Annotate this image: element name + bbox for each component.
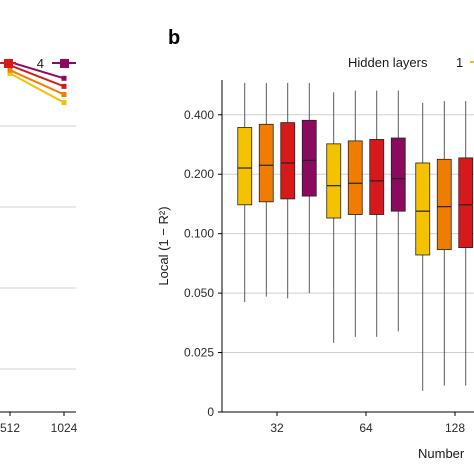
box-body <box>369 139 385 215</box>
panel-a-series-line-1 <box>9 72 65 104</box>
panel-b-x-tick-label: 128 <box>445 421 465 435</box>
panel-a-x-tick-label: 1024 <box>51 421 78 435</box>
panel-b-boxes <box>237 82 474 391</box>
panel-a-legend: 4 <box>0 56 76 71</box>
box-body <box>458 157 474 249</box>
box-32-3 <box>280 82 296 299</box>
panel-b-x-tick-label: 32 <box>270 421 284 435</box>
panel-b-y-axis-title: Local (1 − R²) <box>156 206 171 285</box>
panel-a-point-2 <box>61 91 67 97</box>
box-32-1 <box>237 82 253 303</box>
box-64-4 <box>390 90 406 332</box>
panel-b-x-ticks: 32 64 128 <box>270 412 465 435</box>
panel-b-x-tick-label: 64 <box>359 421 373 435</box>
panel-b-legend: Hidden layers 1 <box>348 55 474 70</box>
box-body <box>415 162 431 256</box>
panel-b-y-tick-label: 0.400 <box>184 108 214 122</box>
box-32-2 <box>258 82 274 297</box>
box-body <box>301 119 317 197</box>
panel-a-point-4 <box>61 75 67 81</box>
panel-b-y-ticks: 0 0.025 0.050 0.100 0.200 0.400 <box>184 108 222 419</box>
box-128-2 <box>436 100 452 386</box>
panel-b-x-axis-title: Number <box>418 446 465 461</box>
panel-a-x-ticks: 512 1024 <box>0 412 78 435</box>
box-body <box>390 137 406 212</box>
panel-a-point-3 <box>61 83 67 89</box>
panel-b-y-tick-label: 0.200 <box>184 167 214 181</box>
legend-swatch-4 <box>60 59 69 68</box>
box-32-4 <box>301 82 317 294</box>
box-64-3 <box>369 90 385 337</box>
panel-b-y-tick-label: 0.100 <box>184 227 214 241</box>
panel-b-label: b <box>168 27 180 49</box>
box-body <box>280 122 296 200</box>
box-body <box>258 123 274 203</box>
panel-b-y-tick-label: 0 <box>207 405 214 419</box>
panel-a-series-line-3 <box>9 64 65 88</box>
panel-a-series-line-2 <box>9 69 65 96</box>
legend-title: Hidden layers <box>348 55 428 70</box>
panel-b-y-tick-label: 0.025 <box>184 346 214 360</box>
box-128-3 <box>458 100 474 386</box>
box-128-1 <box>415 102 431 391</box>
box-body <box>326 143 342 219</box>
panel-a-gridlines <box>0 125 76 370</box>
panel-a: 512 1024 4 <box>0 56 78 435</box>
panel-a-x-tick-label: 512 <box>0 421 20 435</box>
panel-a-point-1 <box>7 70 13 76</box>
legend-swatch-3 <box>4 59 13 68</box>
legend-label-1: 1 <box>456 55 463 70</box>
box-body <box>237 127 253 206</box>
panel-b: b Hidden layers 1 00.0250.0500.1000.2000… <box>156 27 474 461</box>
panel-a-point-1 <box>61 100 67 106</box>
panel-a-point-2 <box>7 67 13 73</box>
legend-label-4: 4 <box>37 56 44 71</box>
panel-b-y-tick-label: 0.050 <box>184 286 214 300</box>
box-body <box>436 158 452 251</box>
panel-a-series-line-4 <box>9 61 65 80</box>
box-body <box>347 140 363 215</box>
box-64-2 <box>347 90 363 337</box>
box-64-1 <box>326 92 342 343</box>
